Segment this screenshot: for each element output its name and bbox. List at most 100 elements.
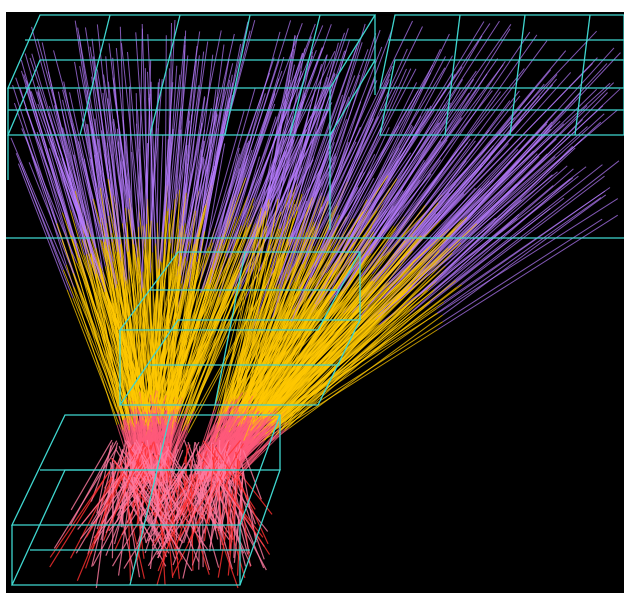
track [122,120,138,258]
track [320,29,381,196]
track [147,34,158,223]
track [169,411,195,481]
track [17,163,68,290]
track [24,85,80,258]
track [245,181,349,393]
track [174,122,203,255]
track [342,122,440,275]
track [146,206,163,416]
track [168,36,186,209]
track [382,35,483,206]
track [229,262,335,416]
track [107,98,122,259]
track [156,242,214,411]
track [57,156,101,275]
track [63,81,97,248]
track [168,22,172,224]
track [47,71,92,254]
track [233,430,285,482]
track [115,288,142,417]
track [62,99,94,236]
track [219,215,264,419]
track [231,210,267,416]
track [271,321,443,433]
track [429,178,571,303]
track [238,234,340,412]
track [313,118,375,247]
track [330,125,400,247]
track [311,49,369,198]
track [403,68,525,217]
track [172,469,212,566]
track [165,177,247,396]
track [194,442,219,540]
frame [118,251,362,331]
track [313,80,378,227]
track [181,269,240,419]
track [84,27,109,179]
track [310,65,393,249]
track [234,151,286,287]
track [161,466,187,502]
track [132,243,137,424]
track [310,192,399,314]
frame [149,14,181,136]
track [313,46,383,222]
track [138,28,143,227]
track [374,217,496,321]
track [316,20,413,220]
track [373,78,475,233]
track [69,440,118,526]
track [171,129,182,254]
track [372,183,456,282]
track [182,463,210,579]
track [138,451,209,551]
track [204,74,233,232]
track [155,409,178,459]
track [49,137,93,265]
track [220,425,276,481]
track [223,228,281,409]
track [134,442,179,524]
track [171,55,189,210]
track [188,158,205,288]
track [123,476,181,569]
track [146,439,160,514]
track [199,88,226,252]
track [131,476,147,543]
track [366,73,456,216]
track [270,135,316,268]
track [415,88,536,236]
track [395,31,531,229]
track [177,259,245,410]
track [91,38,114,216]
track [171,469,225,577]
track [260,255,369,417]
track [243,321,292,441]
track [174,210,196,398]
track [167,423,189,472]
track [105,442,144,534]
track [92,466,147,567]
track [193,198,270,412]
track [199,79,231,253]
track [434,168,574,290]
track [260,228,450,401]
track [442,218,603,323]
track [286,142,335,281]
track [368,21,485,210]
track [299,39,351,193]
track [131,152,144,289]
track [121,161,126,281]
track [225,286,276,412]
track [293,42,339,219]
track [96,69,123,224]
frame [224,14,251,136]
track [277,48,306,199]
track [237,272,327,427]
track [206,444,231,505]
track [427,119,583,275]
track [121,448,155,496]
track [202,58,230,207]
